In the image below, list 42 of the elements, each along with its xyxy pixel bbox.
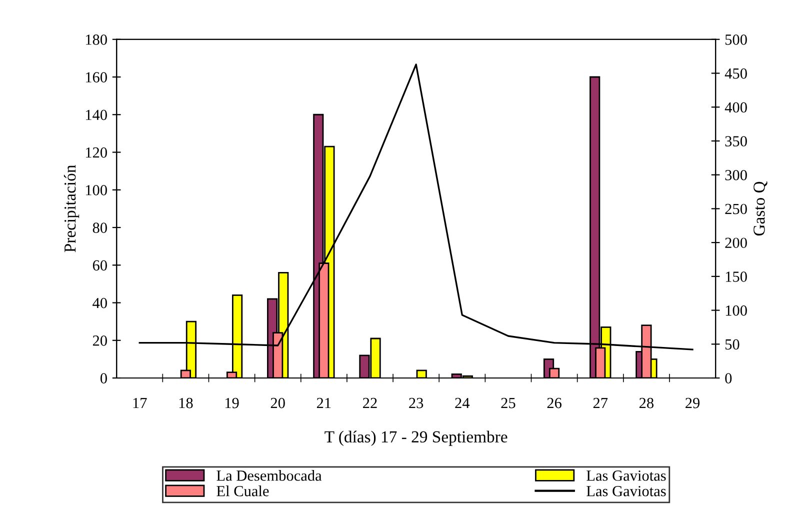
y2-axis-title: Gasto Q [754, 181, 768, 236]
x-tick-label: 25 [501, 398, 516, 408]
y2-tick-label: 200 [725, 238, 747, 248]
x-tick-label: 21 [316, 398, 331, 408]
y2-tick-label: 0 [725, 373, 732, 384]
y-tick-label: 120 [86, 147, 107, 158]
y-tick-label: 80 [92, 222, 107, 233]
y2-tick-label: 300 [725, 170, 747, 180]
x-tick-label: 17 [133, 398, 147, 408]
y2-tick-label: 150 [726, 272, 747, 282]
x-axis-title: T (días) 17 - 29 Septiembre [324, 430, 508, 446]
y2-tick-label: 100 [726, 305, 747, 316]
x-tick-label: 29 [686, 398, 700, 408]
y-tick-label: 40 [92, 298, 107, 308]
legend-label: El Cuale [216, 486, 269, 496]
x-tick-label: 20 [270, 398, 285, 408]
legend-label: La Desembocada [216, 470, 322, 481]
x-tick-label: 22 [363, 398, 377, 408]
y-tick-label: 60 [92, 260, 107, 271]
y2-tick-label: 500 [725, 34, 747, 45]
bar [416, 370, 427, 378]
y2-tick-label: 350 [725, 136, 747, 146]
x-tick-label: 18 [179, 398, 193, 408]
y-tick-label: 0 [100, 373, 107, 384]
legend-label: Las Gaviotas [586, 470, 666, 481]
y2-tick-label: 450 [724, 68, 747, 79]
x-tick-label: 24 [455, 398, 470, 408]
y2-tick-label: 250 [725, 204, 747, 214]
legend-label: Las Gaviotas [586, 486, 666, 496]
x-tick-label: 19 [225, 398, 239, 408]
y-tick-label: 100 [86, 185, 107, 196]
y-axis-title: Precipitación [64, 164, 80, 252]
x-tick-label: 23 [409, 398, 424, 408]
y2-tick-label: 50 [725, 339, 740, 350]
x-tick-label: 26 [547, 398, 562, 408]
x-tick-label: 28 [639, 398, 654, 408]
y-tick-label: 180 [86, 34, 107, 45]
y-tick-label: 140 [86, 110, 107, 120]
y-tick-label: 20 [92, 336, 107, 346]
x-tick-label: 27 [593, 398, 608, 408]
y2-tick-label: 400 [724, 102, 747, 113]
y-tick-label: 160 [86, 72, 107, 82]
